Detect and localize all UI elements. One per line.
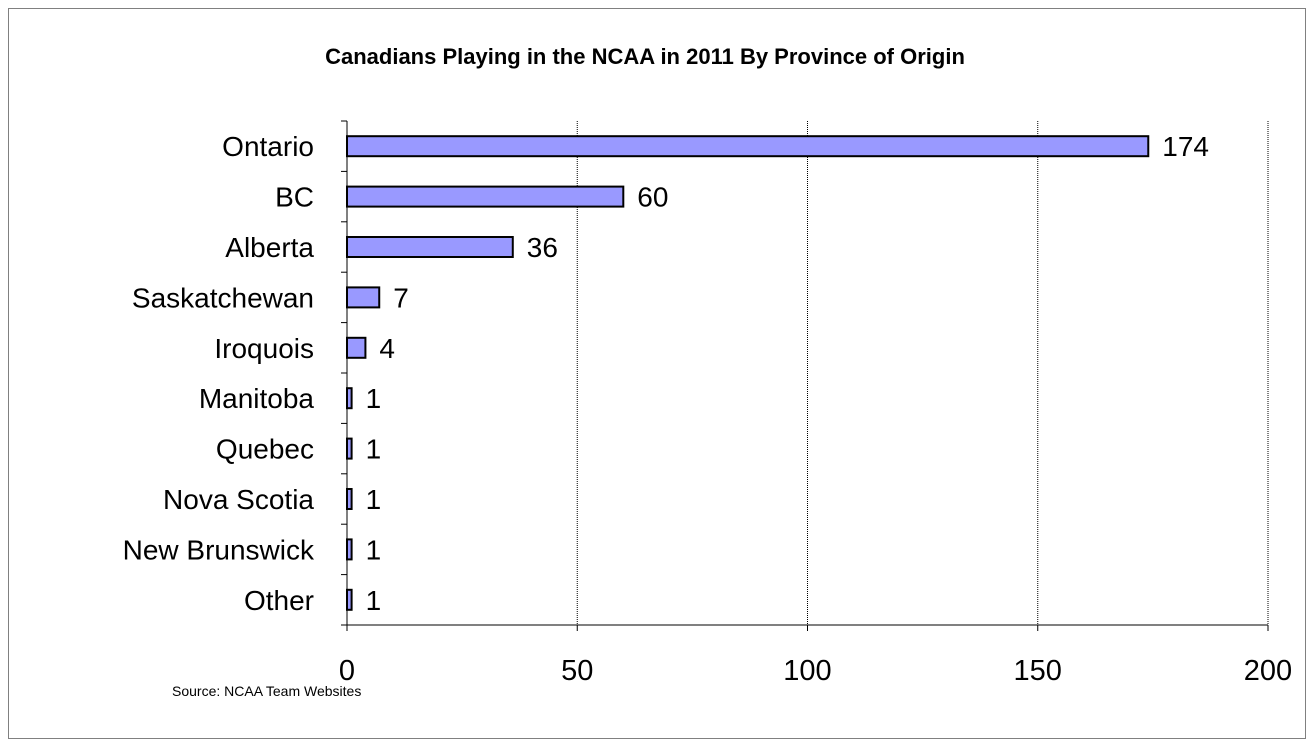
x-tick-label-1: 50	[561, 655, 593, 687]
value-label-3: 7	[393, 282, 409, 313]
bar-0	[346, 135, 1150, 158]
category-label-3: Saskatchewan	[132, 282, 314, 313]
category-label-0: Ontario	[222, 131, 314, 162]
category-label-4: Iroquois	[214, 333, 314, 364]
value-labels: 174 60 36 7 4 1 1 1 1 1	[366, 131, 1209, 616]
bars	[346, 135, 1150, 611]
bar-5	[346, 387, 353, 410]
bar-1	[346, 185, 625, 208]
value-label-1: 60	[637, 182, 668, 213]
bar-7	[346, 488, 353, 510]
bar-3	[346, 286, 381, 309]
x-tick-label-2: 100	[783, 655, 831, 687]
value-label-6: 1	[366, 434, 382, 465]
category-label-7: Nova Scotia	[163, 484, 314, 515]
value-label-7: 1	[366, 484, 382, 515]
category-label-6: Quebec	[216, 434, 314, 465]
bar-2	[346, 236, 514, 258]
value-label-9: 1	[366, 585, 382, 616]
bar-4	[346, 336, 367, 359]
source-note: Source: NCAA Team Websites	[172, 683, 361, 699]
category-label-2: Alberta	[225, 232, 314, 263]
value-label-8: 1	[366, 534, 382, 565]
category-label-8: New Brunswick	[123, 534, 315, 565]
bar-9	[346, 588, 353, 611]
gridlines	[576, 121, 1269, 625]
bar-6	[346, 437, 353, 460]
x-tick-label-4: 200	[1244, 655, 1292, 687]
category-label-5: Manitoba	[199, 383, 315, 414]
axes	[341, 120, 1269, 631]
category-label-9: Other	[244, 585, 314, 616]
x-tick-labels: 0 50 100 150 200	[339, 655, 1292, 687]
value-label-0: 174	[1162, 131, 1209, 162]
value-label-4: 4	[379, 333, 395, 364]
chart-frame	[8, 8, 1306, 739]
value-label-5: 1	[366, 383, 382, 414]
x-tick-label-3: 150	[1014, 655, 1062, 687]
chart-title: Canadians Playing in the NCAA in 2011 By…	[325, 44, 965, 69]
x-tick-label-0: 0	[339, 655, 355, 687]
category-label-1: BC	[275, 182, 314, 213]
category-labels: Ontario BC Alberta Saskatchewan Iroquois Mani…	[123, 131, 315, 616]
bar-8	[346, 538, 353, 561]
value-label-2: 36	[527, 232, 558, 263]
